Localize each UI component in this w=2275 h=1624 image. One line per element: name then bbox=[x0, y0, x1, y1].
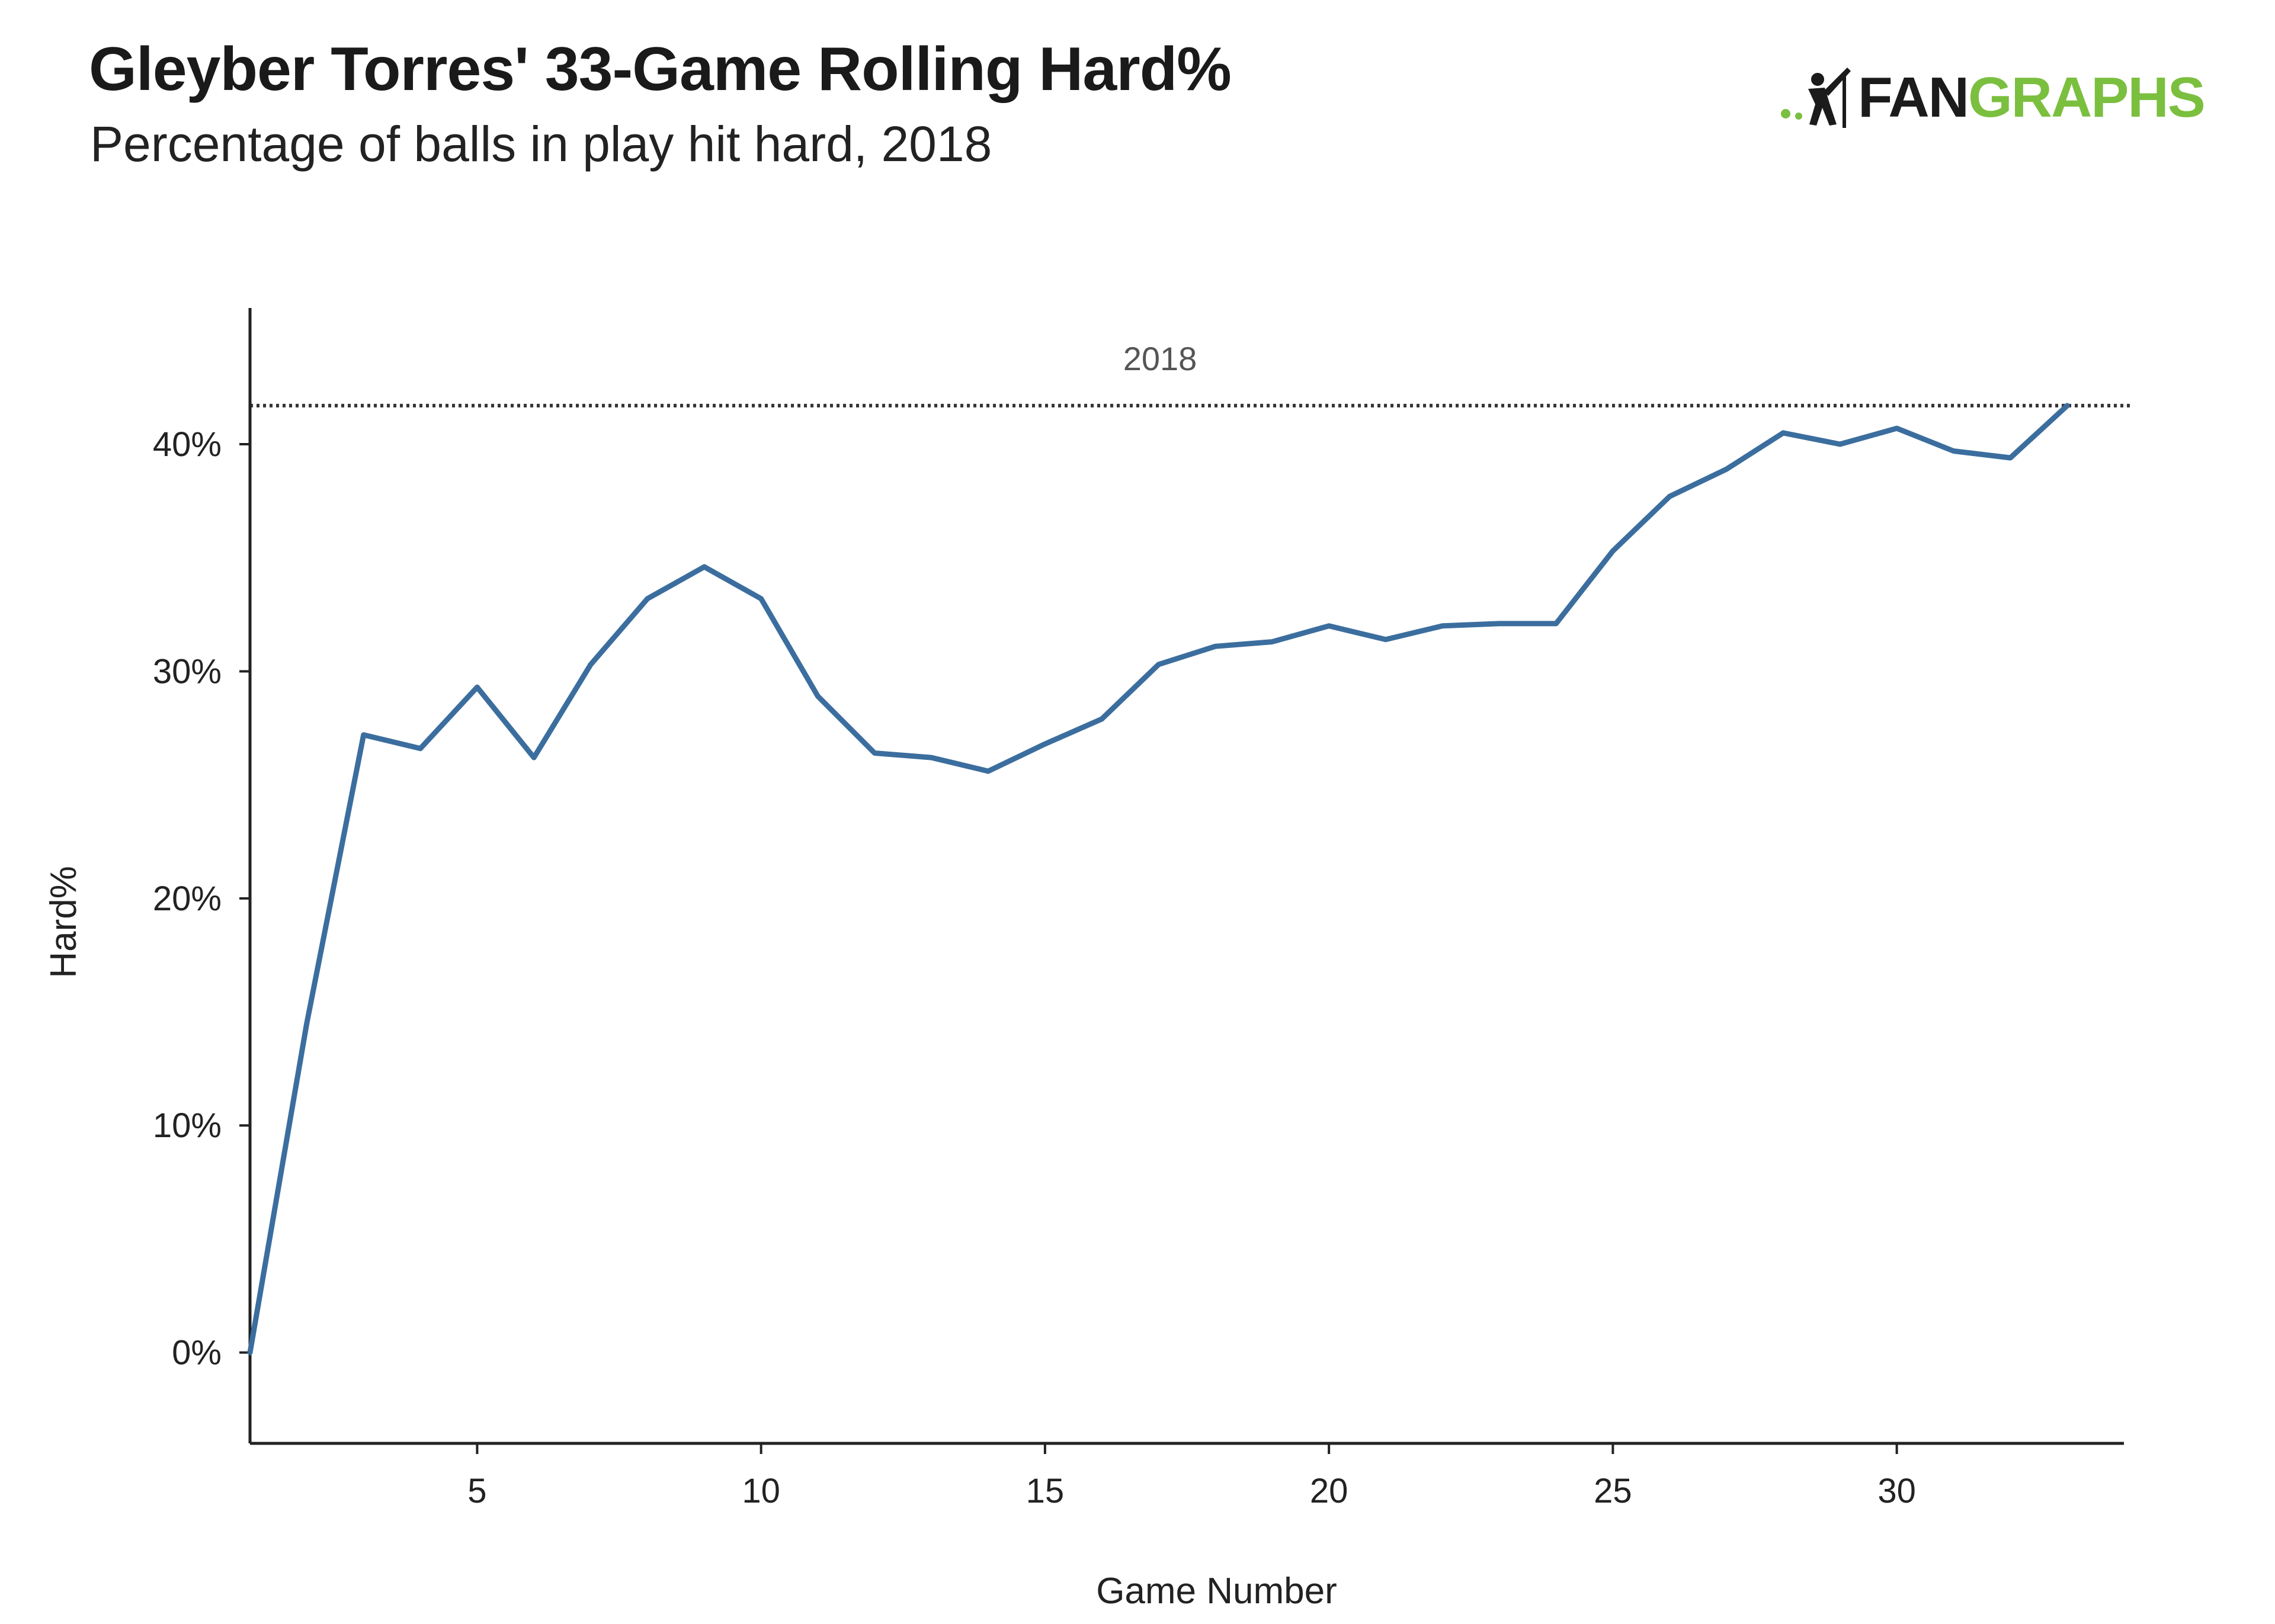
data-point bbox=[1499, 623, 1500, 624]
x-tick-label: 20 bbox=[1310, 1472, 1348, 1510]
data-point bbox=[1953, 451, 1954, 452]
data-point bbox=[1328, 625, 1329, 627]
data-point bbox=[1896, 428, 1898, 429]
y-tick-label: 30% bbox=[153, 652, 222, 691]
data-point bbox=[249, 1352, 251, 1353]
x-tick-label: 5 bbox=[467, 1472, 486, 1510]
logo-text-fan: FAN bbox=[1858, 66, 1969, 129]
data-point bbox=[761, 598, 762, 599]
fangraphs-logo: FAN GRAPHS bbox=[1777, 65, 2206, 130]
data-point bbox=[1783, 432, 1784, 434]
x-axis-label: Game Number bbox=[1096, 1571, 1337, 1612]
data-point bbox=[1556, 623, 1557, 624]
batter-icon bbox=[1777, 65, 1854, 130]
x-tick-label: 30 bbox=[1877, 1472, 1916, 1510]
data-point bbox=[647, 598, 648, 599]
x-tick-label: 25 bbox=[1594, 1472, 1632, 1510]
data-point bbox=[1101, 718, 1103, 720]
chart-subtitle: Percentage of balls in play hit hard, 20… bbox=[90, 116, 992, 172]
data-point bbox=[1385, 639, 1386, 640]
y-tick-label: 0% bbox=[172, 1334, 222, 1372]
x-tick-label: 15 bbox=[1026, 1472, 1065, 1510]
logo-text-graphs: GRAPHS bbox=[1968, 66, 2206, 129]
data-point bbox=[2010, 457, 2011, 458]
reference-line-group: 2018 bbox=[250, 340, 2133, 407]
data-point bbox=[988, 771, 989, 772]
data-point bbox=[1726, 468, 1727, 470]
data-point bbox=[2066, 405, 2068, 406]
data-point bbox=[1840, 444, 1841, 445]
reference-line-label: 2018 bbox=[1123, 340, 1197, 377]
data-point bbox=[1669, 496, 1670, 497]
axes bbox=[248, 308, 2124, 1445]
data-point bbox=[590, 664, 591, 665]
y-axis-label: Hard% bbox=[43, 866, 84, 978]
chart-title: Gleyber Torres' 33-Game Rolling Hard% bbox=[89, 35, 1232, 104]
data-point bbox=[306, 1023, 307, 1024]
data-point bbox=[931, 757, 932, 758]
data-point bbox=[874, 752, 875, 753]
data-point bbox=[1158, 664, 1159, 665]
data-point bbox=[1612, 550, 1613, 551]
y-tick-label: 40% bbox=[153, 425, 222, 464]
data-point bbox=[533, 757, 534, 758]
data-point bbox=[1271, 641, 1273, 643]
data-point bbox=[1442, 625, 1443, 627]
data-point bbox=[704, 566, 705, 567]
data-point bbox=[363, 734, 364, 736]
y-tick-label: 20% bbox=[153, 880, 222, 918]
data-point bbox=[1044, 743, 1046, 744]
y-tick-label: 10% bbox=[153, 1106, 222, 1145]
x-tick-label: 10 bbox=[742, 1472, 780, 1510]
series-group bbox=[247, 403, 2070, 1356]
data-point bbox=[420, 748, 421, 749]
tick-labels: 0% 10% 20% 30% 40% 5 10 15 20 25 30 Game Number Hard… bbox=[43, 425, 1916, 1612]
data-point bbox=[1215, 646, 1216, 647]
data-point bbox=[817, 696, 818, 697]
data-point bbox=[476, 686, 478, 688]
series-line bbox=[247, 403, 2070, 1356]
